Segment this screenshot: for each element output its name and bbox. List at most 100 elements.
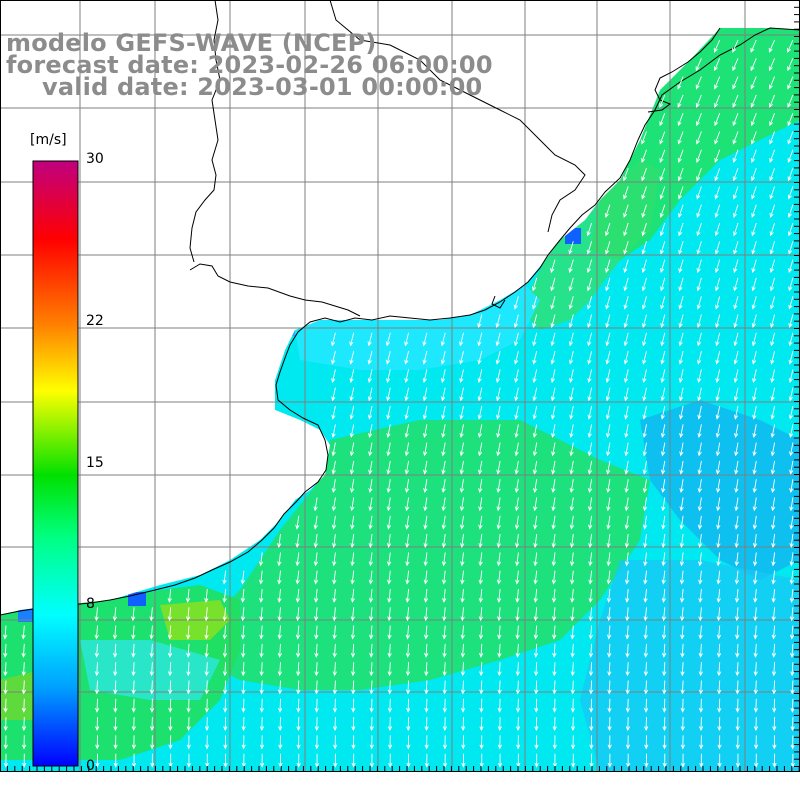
wind-arrow bbox=[790, 698, 795, 713]
wind-arrow bbox=[516, 735, 521, 750]
wind-arrow bbox=[442, 680, 447, 695]
wind-arrow bbox=[587, 387, 593, 402]
wind-arrow bbox=[424, 680, 429, 695]
wind-arrow bbox=[131, 735, 137, 750]
wind-arrow bbox=[733, 369, 739, 384]
wind-arrow bbox=[588, 607, 593, 622]
wind-arrow bbox=[514, 479, 519, 493]
wind-arrow bbox=[624, 442, 629, 457]
wind-arrow bbox=[351, 753, 356, 768]
wind-arrow bbox=[368, 515, 373, 530]
wind-arrow bbox=[790, 717, 795, 732]
wind-arrow bbox=[385, 350, 391, 365]
wind-arrow bbox=[734, 479, 739, 493]
wind-arrow bbox=[714, 241, 721, 255]
wind-arrow bbox=[459, 424, 464, 438]
wind-arrow bbox=[586, 296, 593, 310]
wind-arrow bbox=[568, 277, 574, 292]
wind-arrow bbox=[459, 442, 464, 457]
wind-arrow bbox=[717, 717, 722, 732]
wind-arrow bbox=[568, 241, 574, 255]
wind-arrow bbox=[732, 58, 739, 72]
wind-arrow bbox=[715, 387, 721, 402]
wind-arrow bbox=[678, 350, 684, 365]
wind-arrow bbox=[331, 350, 336, 365]
wind-arrow bbox=[624, 479, 629, 493]
wind-arrow bbox=[442, 588, 447, 603]
wind-arrow bbox=[222, 643, 228, 658]
wind-arrow bbox=[332, 607, 337, 622]
wind-arrow bbox=[497, 680, 502, 695]
wind-arrow bbox=[387, 607, 392, 622]
wind-arrow bbox=[204, 625, 209, 640]
wind-arrow bbox=[259, 698, 264, 713]
wind-arrow bbox=[771, 588, 776, 603]
wind-arrow bbox=[532, 460, 538, 475]
wind-arrow bbox=[605, 369, 611, 384]
wind-arrow bbox=[643, 643, 648, 658]
wind-arrow bbox=[514, 515, 520, 530]
wind-arrow bbox=[496, 442, 501, 457]
wind-arrow bbox=[588, 552, 593, 567]
wind-arrow bbox=[641, 149, 647, 163]
wind-arrow bbox=[606, 625, 612, 640]
wind-arrow bbox=[788, 241, 794, 255]
wind-arrow bbox=[696, 186, 702, 200]
wind-arrow bbox=[772, 698, 777, 713]
wind-arrow bbox=[552, 698, 557, 713]
wind-arrow bbox=[241, 643, 246, 658]
wind-arrow bbox=[515, 570, 520, 585]
wind-arrow bbox=[678, 241, 684, 255]
wind-arrow bbox=[405, 588, 410, 603]
wind-arrow bbox=[679, 497, 684, 512]
wind-arrow bbox=[733, 405, 739, 420]
wind-arrow bbox=[641, 277, 647, 292]
wind-arrow bbox=[550, 314, 556, 329]
wind-arrow bbox=[770, 314, 776, 329]
wind-arrow bbox=[330, 332, 336, 347]
wind-arrow bbox=[605, 259, 611, 274]
wind-arrow bbox=[131, 607, 136, 622]
wind-arrow bbox=[295, 552, 300, 567]
wind-arrow bbox=[643, 534, 648, 549]
wind-arrow bbox=[442, 753, 448, 768]
wind-arrow bbox=[204, 717, 210, 732]
wind-arrow bbox=[623, 259, 629, 274]
wind-arrow bbox=[513, 332, 519, 347]
wind-arrow bbox=[734, 570, 740, 585]
wind-arrow bbox=[660, 387, 666, 402]
wind-arrow bbox=[423, 460, 428, 475]
wind-arrow bbox=[388, 753, 393, 768]
wind-arrow bbox=[623, 222, 629, 237]
wind-arrow bbox=[551, 479, 556, 493]
wind-arrow bbox=[459, 405, 464, 420]
wind-arrow bbox=[753, 625, 758, 640]
wind-arrow bbox=[735, 717, 740, 732]
wind-arrow bbox=[167, 643, 173, 658]
wind-arrow bbox=[715, 314, 721, 329]
wind-arrow bbox=[533, 607, 538, 622]
wind-arrow bbox=[587, 369, 593, 384]
wind-arrow bbox=[787, 204, 794, 218]
wind-arrow bbox=[240, 607, 246, 622]
wind-arrow bbox=[679, 552, 685, 567]
wind-arrow bbox=[259, 588, 264, 603]
wind-arrow bbox=[405, 607, 410, 622]
wind-arrow bbox=[314, 698, 319, 713]
wind-arrow bbox=[770, 405, 776, 420]
wind-arrow bbox=[515, 625, 520, 640]
wind-arrow bbox=[367, 332, 373, 347]
wind-arrow bbox=[735, 698, 740, 713]
wind-arrow bbox=[789, 625, 795, 640]
wind-arrow bbox=[552, 717, 557, 732]
wind-arrow bbox=[149, 680, 155, 695]
wind-arrow bbox=[423, 625, 429, 640]
wind-arrow bbox=[21, 662, 26, 677]
wind-arrow bbox=[660, 296, 666, 310]
wind-arrow bbox=[714, 76, 721, 90]
wind-arrow bbox=[771, 552, 776, 567]
wind-arrow bbox=[606, 570, 611, 585]
country-border bbox=[189, 0, 221, 263]
wind-arrow bbox=[677, 113, 684, 127]
wind-arrow bbox=[532, 369, 538, 384]
